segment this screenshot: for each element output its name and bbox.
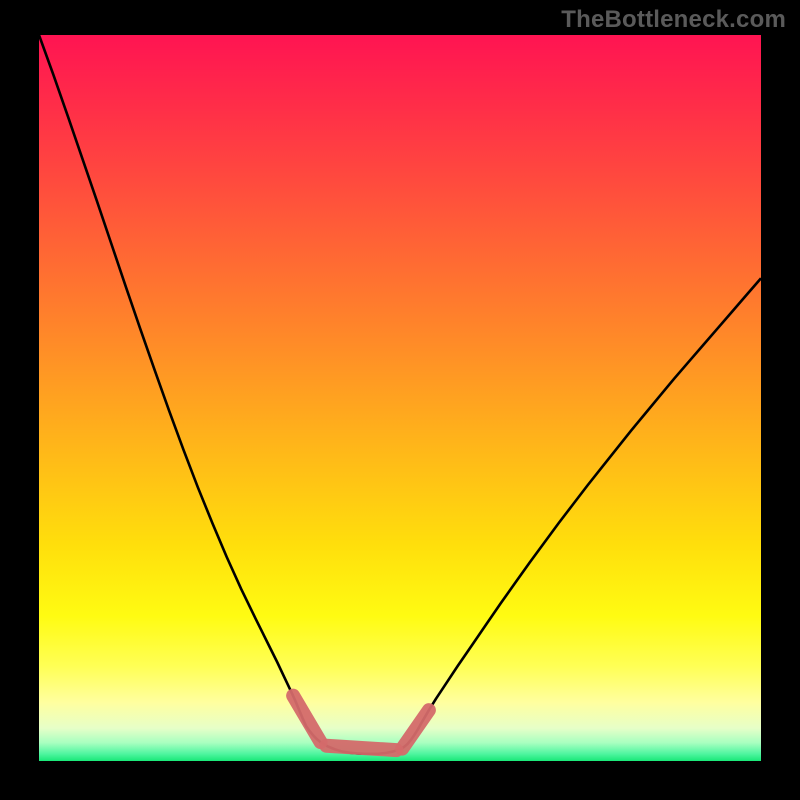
- chart-frame: TheBottleneck.com: [0, 0, 800, 800]
- watermark-text: TheBottleneck.com: [561, 6, 786, 34]
- plot-area: [39, 35, 761, 761]
- bottleneck-curve-chart: [39, 35, 761, 761]
